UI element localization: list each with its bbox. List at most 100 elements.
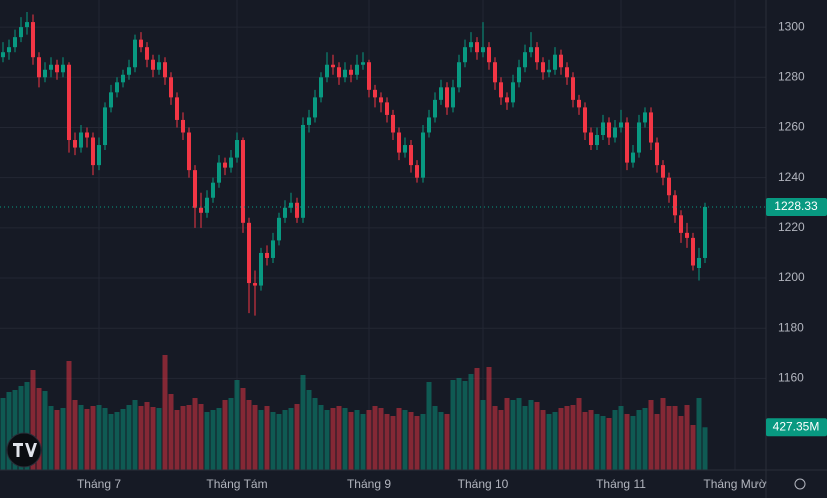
volume-bar [186, 405, 192, 470]
candle-body [25, 22, 29, 28]
candle-body [403, 145, 407, 153]
candle-body [595, 135, 599, 146]
volume-bar [282, 410, 288, 470]
logo[interactable] [6, 432, 42, 468]
volume-bar [6, 392, 12, 470]
candle-body [31, 22, 35, 58]
candle-body [457, 62, 461, 88]
last-volume-label: 427.35M [773, 419, 820, 433]
volume-bar [402, 410, 408, 470]
candle-body [523, 52, 527, 68]
candle-body [367, 62, 371, 90]
volume-bar [342, 408, 348, 470]
candle-body [109, 92, 113, 108]
candle-body [211, 182, 215, 198]
candle-body [145, 47, 149, 60]
candle-body [313, 97, 317, 118]
candle-body [541, 62, 545, 73]
candle-body [43, 69, 47, 78]
candle-body [505, 97, 509, 103]
volume-bar [522, 406, 528, 470]
x-tick-label: Tháng 7 [77, 477, 121, 491]
candle-body [283, 207, 287, 218]
candle-body [301, 124, 305, 218]
volume-bar [702, 427, 708, 470]
candle-body [385, 102, 389, 115]
candle-body [133, 39, 137, 68]
volume-bar [138, 406, 144, 470]
volume-bar [300, 375, 306, 470]
candle-body [679, 215, 683, 233]
volume-bar [540, 410, 546, 470]
volume-bar [72, 400, 78, 470]
candle-body [307, 117, 311, 125]
x-tick-label: Tháng 9 [347, 477, 391, 491]
volume-bar [426, 382, 432, 470]
volume-bar [312, 398, 318, 470]
candle-body [361, 62, 365, 65]
candle-body [49, 64, 53, 70]
volume-bar [222, 400, 228, 470]
candle-body [409, 145, 413, 166]
candle-body [553, 54, 557, 70]
volume-bar [276, 414, 282, 470]
candle-body [619, 122, 623, 128]
volume-bar [576, 398, 582, 470]
candle-body [115, 82, 119, 93]
volume-bar [498, 410, 504, 470]
candle-body [631, 152, 635, 163]
candle-body [343, 69, 347, 78]
candle-body [493, 62, 497, 83]
volume-bar [582, 412, 588, 470]
candle-body [205, 197, 209, 213]
volume-bar [486, 367, 492, 470]
volume-bar [114, 412, 120, 470]
volume-bar [420, 414, 426, 470]
volume-bar [600, 416, 606, 470]
candle-body [175, 97, 179, 120]
volume-bar [696, 398, 702, 470]
candle-body [277, 217, 281, 241]
settings-icon[interactable] [794, 478, 806, 490]
volume-bar [180, 406, 186, 470]
candle-body [691, 237, 695, 266]
volume-bar [78, 405, 84, 470]
volume-bar [552, 412, 558, 470]
candle-body [637, 122, 641, 153]
last-volume-box [766, 418, 827, 437]
candle-body [127, 67, 131, 75]
candle-body [565, 67, 569, 78]
volume-bar [36, 388, 42, 470]
candle-body [265, 252, 269, 258]
volume-bar [270, 412, 276, 470]
volume-bar [678, 416, 684, 470]
volume-bar [264, 406, 270, 470]
candle-body [559, 54, 563, 68]
volume-bar [162, 355, 168, 470]
candle-body [163, 62, 167, 78]
volume-bar [120, 409, 126, 470]
volume-layer [0, 355, 708, 470]
candle-body [193, 170, 197, 208]
candle-body [229, 157, 233, 168]
volume-bar [642, 408, 648, 470]
volume-bar [330, 408, 336, 470]
candle-body [241, 140, 245, 223]
candle-body [325, 64, 329, 78]
candle-body [97, 145, 101, 166]
volume-bar [354, 410, 360, 470]
volume-bar [672, 406, 678, 470]
x-tick-label: Tháng 10 [458, 477, 509, 491]
candle-body [169, 77, 173, 98]
volume-bar [318, 405, 324, 470]
candle-body [319, 77, 323, 98]
candle-body [373, 89, 377, 98]
candle-body [73, 140, 77, 148]
candle-body [649, 112, 653, 143]
price-layer [0, 12, 766, 316]
volume-bar [444, 414, 450, 470]
volume-bar [258, 410, 264, 470]
candle-body [7, 47, 11, 53]
candle-body [661, 165, 665, 178]
volume-bar [108, 414, 114, 470]
